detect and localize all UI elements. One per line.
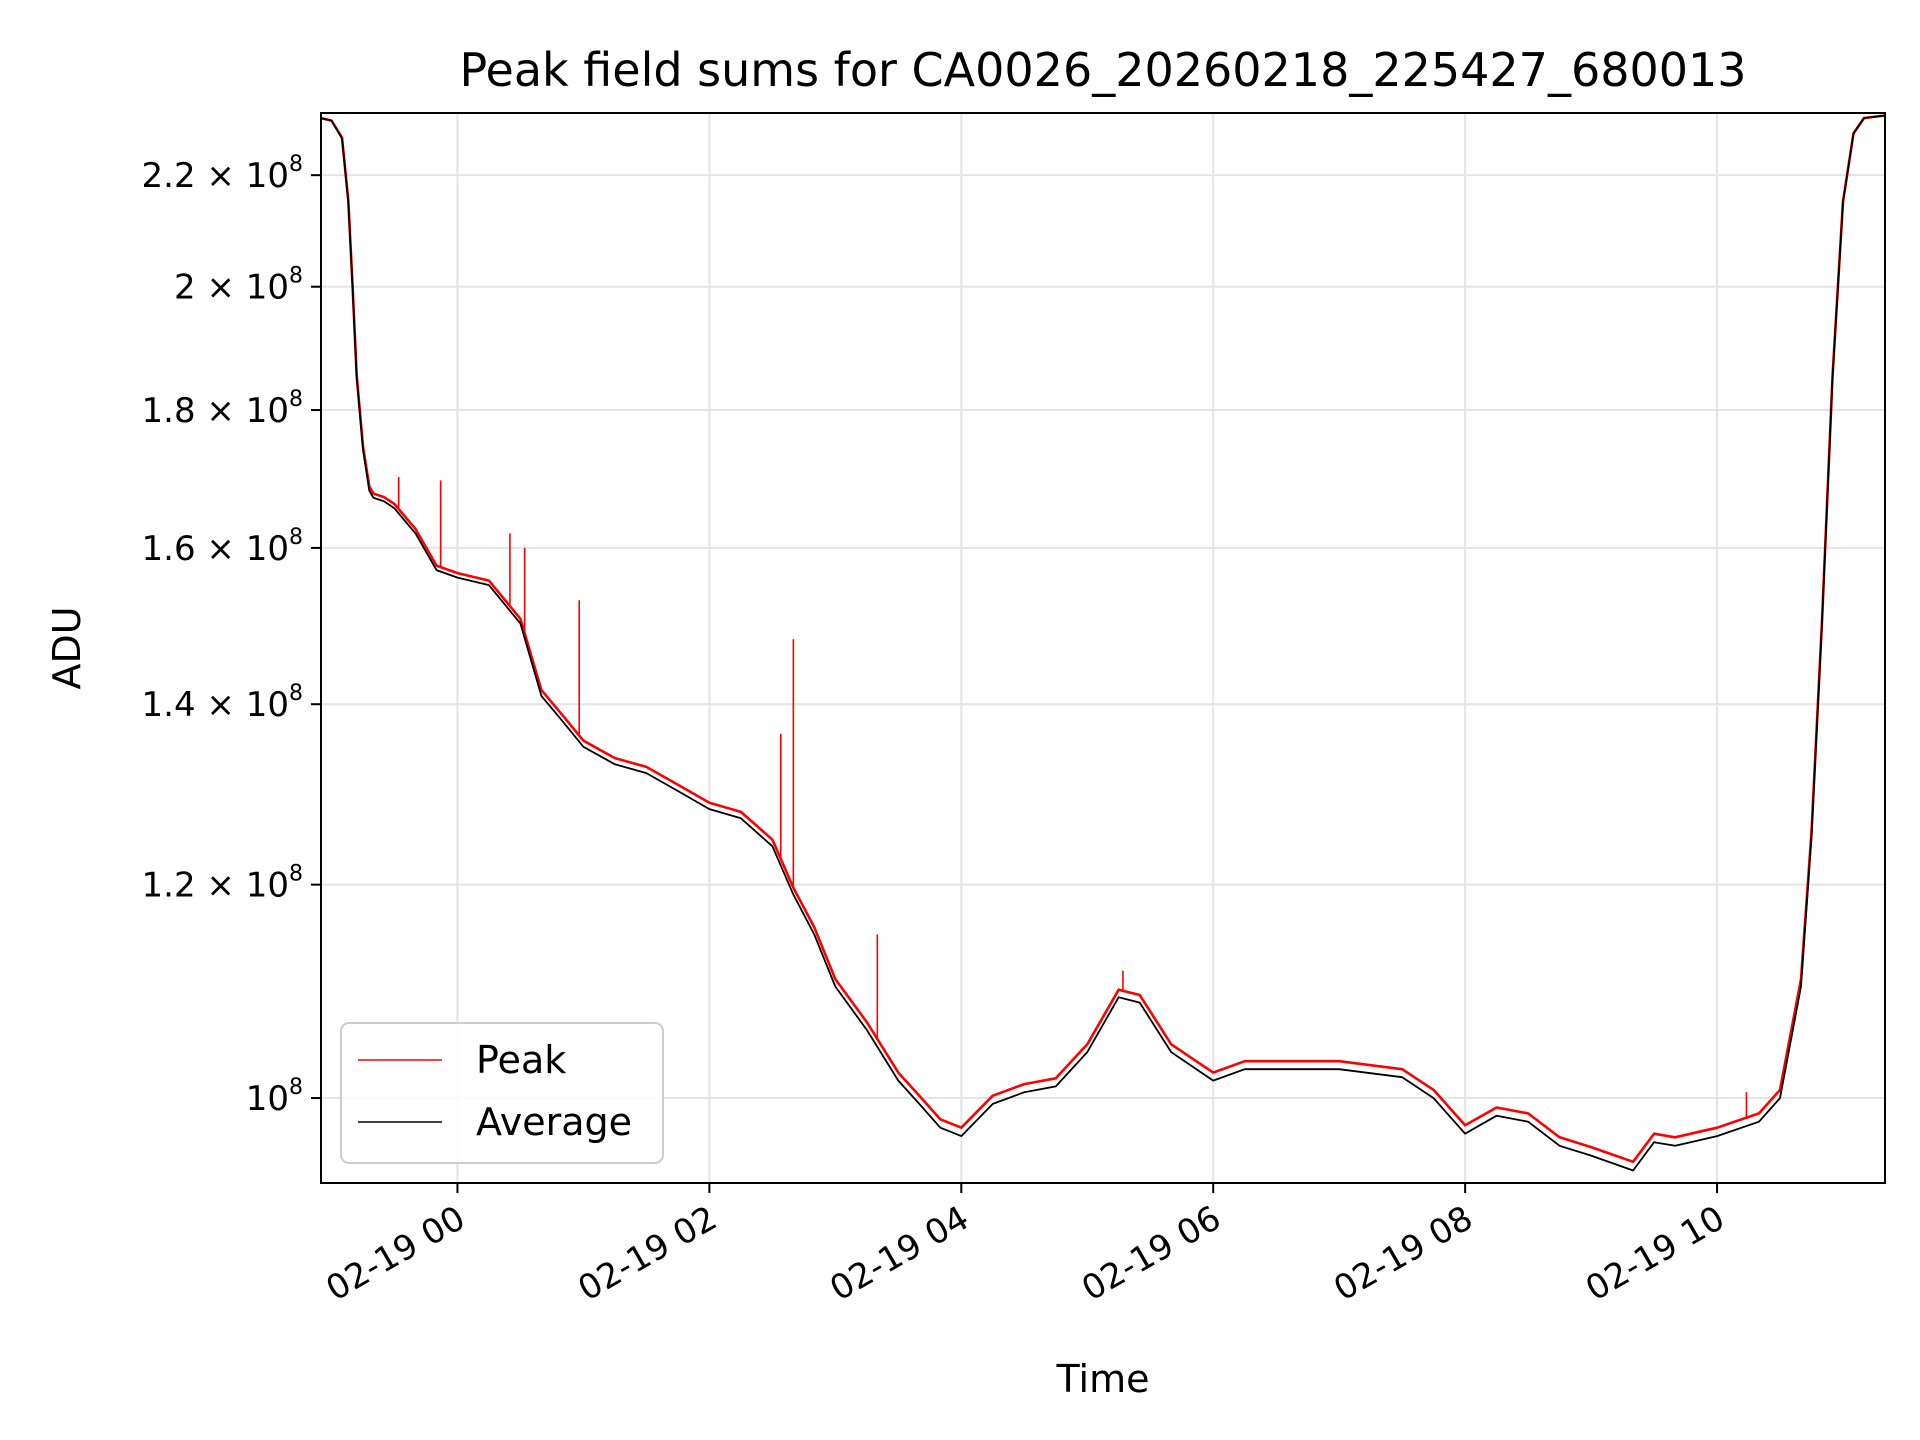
legend-box — [340, 1022, 664, 1164]
x-axis-label: Time — [1056, 1357, 1150, 1401]
series-line-average — [320, 114, 1886, 1172]
legend-label-average: Average — [476, 1100, 632, 1144]
series-line-peak — [320, 114, 1886, 1164]
y-tick-label: 2.2 × 108 — [142, 152, 303, 196]
y-tick-label: 2 × 108 — [174, 264, 303, 308]
chart-title: Peak field sums for CA0026_20260218_2254… — [459, 43, 1746, 97]
y-tick-label: 108 — [246, 1075, 303, 1119]
y-tick-label: 1.2 × 108 — [142, 862, 303, 906]
y-axis-ticks: 108 1.2 × 108 1.4 × 108 1.6 × 108 1.8 × 108 2… — [142, 152, 321, 1119]
y-tick-label: 1.4 × 108 — [142, 681, 303, 725]
y-tick-label: 1.6 × 108 — [142, 525, 303, 569]
y-axis-label: ADU — [45, 606, 89, 689]
legend-label-peak: Peak — [476, 1038, 566, 1082]
series-layer — [320, 114, 1886, 1172]
legend: Peak Average — [340, 1022, 664, 1164]
plot-area-frame — [320, 112, 1886, 1184]
y-tick-label: 1.8 × 108 — [142, 387, 303, 431]
grid-layer — [321, 113, 1885, 1183]
